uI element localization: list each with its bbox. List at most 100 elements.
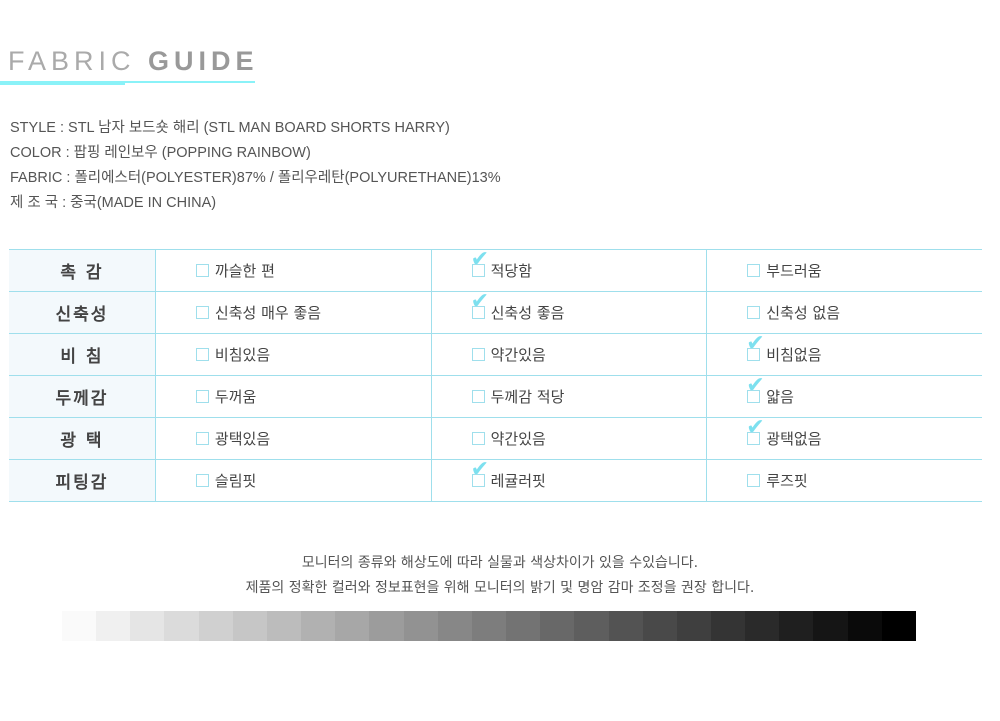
checkbox (471, 390, 485, 403)
checkbox (747, 474, 761, 487)
gray-swatch (813, 611, 848, 641)
gray-swatch (266, 611, 302, 641)
option-label: 얇음 (766, 388, 794, 406)
checkbox (747, 306, 761, 319)
option-cell: 두께감 적당 (431, 375, 708, 418)
checkbox: ✔ (746, 375, 765, 403)
option-label: 비침없음 (766, 346, 822, 364)
checkbox (195, 474, 209, 487)
row-label: 신축성 (9, 291, 156, 334)
option-label: 신축성 없음 (766, 304, 841, 322)
gray-swatch (232, 611, 267, 641)
gray-swatch (62, 611, 97, 641)
row-label: 두께감 (9, 375, 156, 418)
check-icon: ✔ (470, 247, 490, 272)
option-cell: 신축성 매우 좋음 (155, 291, 432, 334)
option-cell: ✔ 광택없음 (706, 417, 982, 460)
option-label: 두꺼움 (214, 388, 257, 406)
gray-swatch (710, 611, 746, 641)
option-label: 광택있음 (214, 430, 271, 448)
info-style: STYLE : STL 남자 보드숏 해리 (STL MAN BOARD SHO… (10, 120, 450, 136)
option-cell: 루즈핏 (706, 459, 982, 502)
checkbox (747, 264, 761, 277)
option-label: 루즈핏 (766, 472, 808, 490)
gray-swatch (164, 611, 199, 641)
row-label: 피팅감 (9, 459, 156, 502)
option-cell: 부드러움 (706, 249, 982, 292)
option-cell: 두꺼움 (155, 375, 432, 418)
option-cell: ✔ 비침없음 (706, 333, 982, 376)
gray-swatch (608, 611, 643, 641)
option-cell: 까슬한 편 (155, 249, 432, 292)
option-label: 비침있음 (214, 346, 271, 364)
checkbox (471, 348, 485, 361)
gray-swatch (198, 611, 233, 641)
option-label: 두께감 적당 (490, 388, 565, 406)
table-row: 두께감 두꺼움 두께감 적당 ✔ 얇음 (9, 375, 982, 418)
gray-swatch (540, 611, 575, 641)
gray-swatch (369, 611, 404, 641)
title-underline (0, 81, 255, 83)
gray-swatch (96, 611, 131, 641)
option-label: 슬림핏 (214, 472, 257, 490)
checkbox (195, 264, 209, 277)
check-icon: ✔ (746, 331, 765, 356)
option-cell: 약간있음 (431, 333, 708, 376)
gray-swatch (642, 611, 677, 641)
option-cell: ✔ 레귤러핏 (431, 459, 708, 502)
option-label: 신축성 매우 좋음 (214, 304, 322, 322)
gray-swatch (881, 611, 916, 641)
option-label: 신축성 좋음 (490, 304, 565, 322)
table-row: 광 택 광택있음 약간있음 ✔ 광택없음 (9, 417, 982, 460)
option-cell: 광택있음 (155, 417, 432, 460)
gray-swatch (506, 611, 541, 641)
gray-swatch (437, 611, 472, 641)
gray-swatch (335, 611, 370, 641)
option-cell: 신축성 없음 (706, 291, 982, 334)
notice-line: 모니터의 종류와 해상도에 따라 실물과 색상차이가 있을 수있습니다. (301, 555, 699, 571)
row-label: 비 침 (9, 333, 156, 376)
option-label: 레귤러핏 (490, 472, 546, 490)
checkbox: ✔ (471, 459, 489, 487)
fabric-table: 촉 감 까슬한 편 ✔ 적당함 부드러움 신축성 신축성 매우 좋음 ✔ 신축성 좋음 신축성 없… (9, 249, 982, 502)
check-icon: ✔ (746, 373, 765, 398)
check-icon: ✔ (470, 457, 490, 482)
table-row: 촉 감 까슬한 편 ✔ 적당함 부드러움 (9, 249, 982, 292)
checkbox: ✔ (471, 291, 489, 319)
gray-swatch (130, 611, 165, 641)
table-row: 신축성 신축성 매우 좋음 ✔ 신축성 좋음 신축성 없음 (9, 291, 982, 334)
row-label: 광 택 (9, 417, 156, 460)
checkbox (471, 432, 485, 445)
gray-swatch (574, 611, 609, 641)
checkbox (195, 306, 209, 319)
grayscale-strip (62, 611, 916, 641)
gray-swatch (847, 611, 882, 641)
gray-swatch (779, 611, 814, 641)
info-color: COLOR : 팝핑 레인보우 (POPPING RAINBOW) (10, 145, 311, 161)
info-fabric: FABRIC : 폴리에스터(POLYESTER)87% / 폴리우레탄(POL… (10, 170, 501, 186)
gray-swatch (471, 611, 507, 641)
option-cell: 슬림핏 (155, 459, 432, 502)
option-label: 광택없음 (766, 430, 822, 448)
product-info: STYLE : STL 남자 보드숏 해리 (STL MAN BOARD SHO… (10, 116, 501, 216)
title-underline-accent (0, 81, 125, 85)
gray-swatch (676, 611, 711, 641)
option-label: 약간있음 (490, 346, 546, 364)
checkbox (195, 348, 209, 361)
checkbox: ✔ (471, 249, 489, 277)
option-label: 적당함 (490, 262, 533, 280)
title-light: FABRIC (8, 46, 136, 76)
check-icon: ✔ (470, 289, 490, 314)
notice-line: 제품의 정확한 컬러와 정보표현을 위해 모니터의 밝기 및 명암 감마 조정을… (245, 580, 755, 596)
option-cell: ✔ 신축성 좋음 (431, 291, 708, 334)
title-bold: GUIDE (148, 46, 259, 76)
option-label: 까슬한 편 (214, 262, 275, 280)
checkbox: ✔ (746, 333, 765, 361)
page-title: FABRIC GUIDE (8, 46, 259, 77)
option-cell: 약간있음 (431, 417, 708, 460)
checkbox (195, 432, 209, 445)
row-label: 촉 감 (9, 249, 156, 292)
gray-swatch (301, 611, 336, 641)
check-icon: ✔ (746, 415, 765, 440)
checkbox: ✔ (746, 417, 765, 445)
